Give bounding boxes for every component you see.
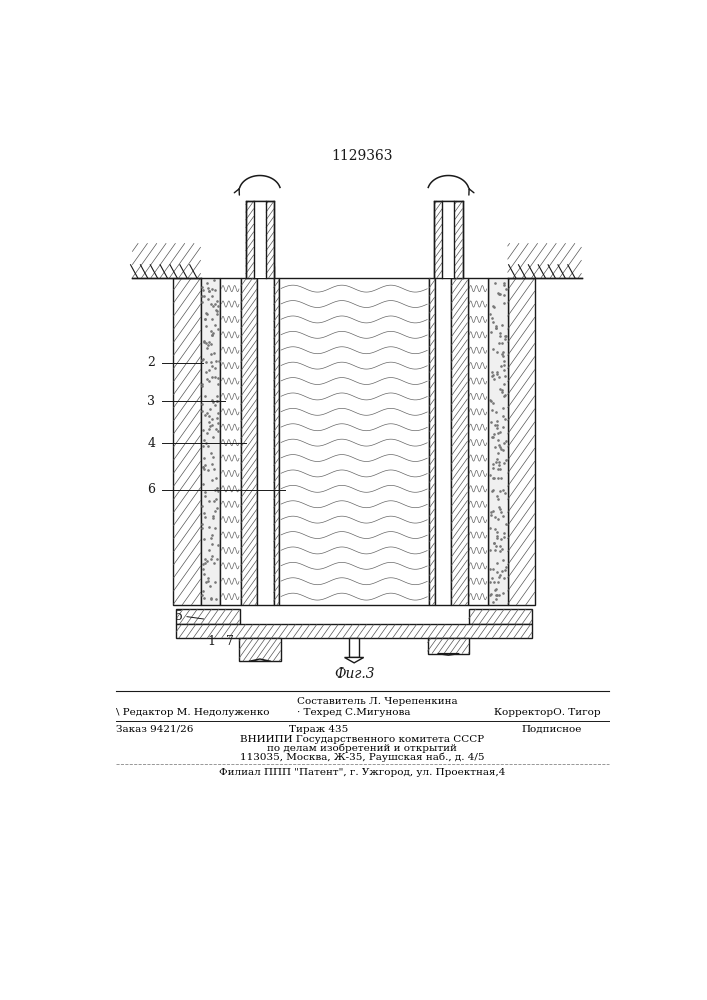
Polygon shape: [508, 243, 582, 278]
Polygon shape: [438, 654, 460, 655]
Text: Филиал ППП "Патент", г. Ужгород, ул. Проектная,4: Филиал ППП "Патент", г. Ужгород, ул. Про…: [219, 768, 506, 777]
Polygon shape: [176, 624, 532, 638]
Polygon shape: [349, 638, 359, 657]
Text: Фиг.3: Фиг.3: [334, 667, 375, 681]
Text: 2: 2: [148, 356, 156, 369]
Polygon shape: [429, 278, 435, 605]
Text: Подписное: Подписное: [521, 725, 582, 734]
Polygon shape: [435, 266, 451, 605]
Polygon shape: [279, 278, 429, 605]
Polygon shape: [240, 278, 257, 605]
Polygon shape: [173, 278, 201, 605]
Polygon shape: [434, 201, 462, 278]
Text: 7: 7: [226, 635, 234, 648]
Polygon shape: [245, 201, 274, 278]
Text: Составитель Л. Черепенкина: Составитель Л. Черепенкина: [297, 697, 457, 706]
Polygon shape: [220, 278, 240, 605]
Text: 1: 1: [208, 635, 216, 648]
Polygon shape: [508, 278, 535, 605]
Polygon shape: [257, 266, 274, 605]
Polygon shape: [467, 278, 489, 605]
Polygon shape: [451, 278, 467, 605]
Text: КорректорО. Тигор: КорректорО. Тигор: [494, 708, 600, 717]
Text: 3: 3: [147, 395, 156, 408]
Text: ВНИИПИ Государственного комитета СССР: ВНИИПИ Государственного комитета СССР: [240, 735, 484, 744]
Text: по делам изобретений и открытий: по делам изобретений и открытий: [267, 744, 457, 753]
Text: Заказ 9421/26: Заказ 9421/26: [116, 725, 193, 734]
Text: · Техред С.Мигунова: · Техред С.Мигунова: [297, 708, 410, 717]
Polygon shape: [239, 638, 281, 661]
Text: 1129363: 1129363: [332, 149, 393, 163]
Text: 4: 4: [147, 437, 156, 450]
Text: 5: 5: [175, 610, 182, 623]
Polygon shape: [469, 609, 532, 624]
Text: 113035, Москва, Ж-35, Раушская наб., д. 4/5: 113035, Москва, Ж-35, Раушская наб., д. …: [240, 753, 484, 762]
Polygon shape: [201, 278, 220, 605]
Polygon shape: [249, 659, 271, 661]
Polygon shape: [428, 638, 469, 654]
Polygon shape: [344, 657, 363, 663]
Polygon shape: [443, 201, 455, 278]
Polygon shape: [274, 278, 279, 605]
Text: Тираж 435: Тираж 435: [289, 725, 348, 734]
Text: \ Редактор М. Недолуженко: \ Редактор М. Недолуженко: [116, 708, 269, 717]
Polygon shape: [176, 609, 240, 624]
Text: 6: 6: [147, 483, 156, 496]
Polygon shape: [254, 201, 266, 278]
Polygon shape: [132, 243, 201, 278]
Polygon shape: [489, 278, 508, 605]
